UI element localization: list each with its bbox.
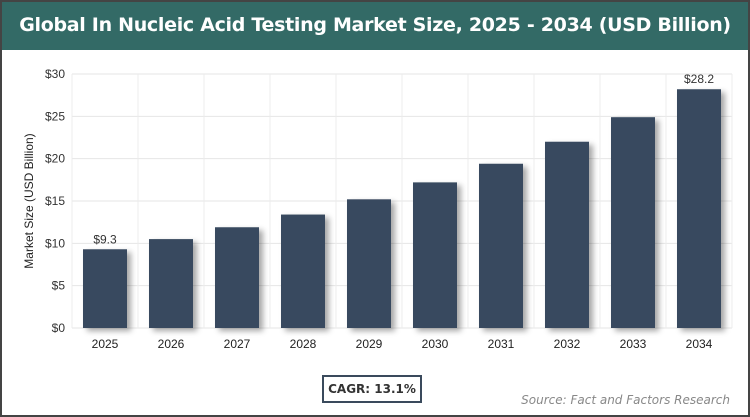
x-tick-label: 2034	[686, 337, 713, 351]
bar-2027	[215, 227, 259, 328]
y-tick-label: $25	[45, 109, 65, 123]
x-tick-label: 2033	[620, 337, 647, 351]
x-tick-label: 2029	[356, 337, 383, 351]
x-tick-label: 2026	[158, 337, 185, 351]
bar-2033	[611, 117, 655, 329]
y-tick-label: $0	[52, 321, 66, 335]
x-tick-label: 2030	[422, 337, 449, 351]
y-tick-label: $10	[45, 236, 65, 250]
x-tick-label: 2027	[224, 337, 251, 351]
x-tick-label: 2028	[290, 337, 317, 351]
bar-2034	[677, 89, 721, 329]
chart-title: Global In Nucleic Acid Testing Market Si…	[2, 2, 748, 50]
bar-2030	[413, 182, 457, 328]
bar-2025	[83, 249, 127, 328]
x-tick-label: 2032	[554, 337, 581, 351]
bar-2031	[479, 163, 523, 328]
data-label-2025: $9.3	[93, 232, 117, 246]
x-tick-label: 2025	[92, 337, 119, 351]
y-tick-label: $15	[45, 194, 65, 208]
bar-2026	[149, 239, 193, 328]
bar-2032	[545, 141, 589, 328]
cagr-badge: CAGR: 13.1%	[322, 375, 422, 403]
x-tick-label: 2031	[488, 337, 515, 351]
y-axis-title: Market Size (USD Billion)	[22, 133, 36, 268]
y-tick-label: $30	[45, 67, 65, 81]
source-note: Source: Fact and Factors Research	[521, 393, 730, 407]
bar-2029	[347, 199, 391, 328]
y-tick-label: $20	[45, 152, 65, 166]
bar-2028	[281, 214, 325, 328]
y-tick-label: $5	[52, 279, 66, 293]
data-label-2034: $28.2	[684, 72, 714, 86]
